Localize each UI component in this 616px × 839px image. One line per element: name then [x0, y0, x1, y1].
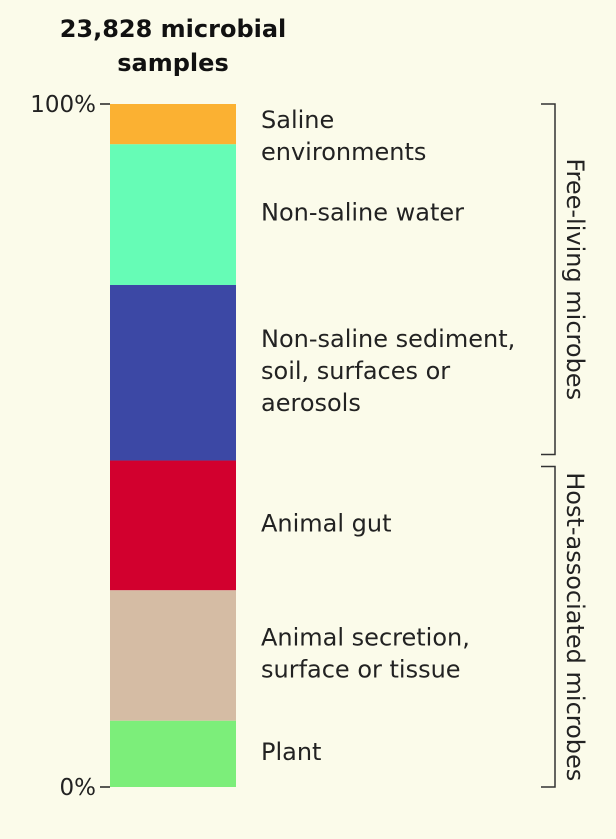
segment-label-animal-gut: Animal gut — [261, 509, 392, 537]
group-brackets: Free-living microbes Host-associated micr… — [541, 103, 589, 788]
segment-labels: Saline environments Non-saline water Non-sa… — [261, 106, 515, 766]
segment-label-line: aerosols — [261, 389, 361, 417]
segment-label-plant: Plant — [261, 738, 321, 766]
y-axis-label-0: 0% — [60, 775, 97, 801]
segment-label-non-saline-water: Non-saline water — [261, 199, 464, 227]
segment-label-line: Animal gut — [261, 509, 392, 537]
bar-segment-non-saline-sediment-soil-surfaces-or-aerosols — [110, 284, 236, 461]
bar-segment-animal-gut — [110, 460, 236, 591]
group-bracket-free-living-microbes — [541, 103, 556, 456]
segment-label-line: surface or tissue — [261, 656, 461, 684]
segment-label-line: Saline — [261, 106, 334, 134]
segment-label-animal-secretion-surface-or-tissue: Animal secretion, surface or tissue — [261, 624, 470, 684]
segment-label-line: Non-saline sediment, — [261, 325, 515, 353]
group-bracket-host-associated-microbes — [541, 465, 556, 788]
group-label-free-living-microbes: Free-living microbes — [561, 158, 589, 400]
bar-segment-plant — [110, 720, 236, 787]
bar-segment-animal-secretion-surface-or-tissue — [110, 590, 236, 721]
y-axis-label-100: 100% — [30, 92, 96, 118]
segment-label-saline-environments: Saline environments — [261, 106, 426, 166]
segment-label-line: environments — [261, 138, 426, 166]
segment-label-line: Plant — [261, 738, 321, 766]
segment-label-line: soil, surfaces or — [261, 357, 450, 385]
bar-segments — [110, 104, 236, 787]
bar-segment-non-saline-water — [110, 144, 236, 285]
bar-segment-saline-environments — [110, 104, 236, 145]
segment-label-line: Non-saline water — [261, 199, 464, 227]
segment-label-line: Animal secretion, — [261, 624, 470, 652]
chart-title-line-1: 23,828 microbial — [60, 15, 287, 43]
group-label-host-associated-microbes: Host-associated microbes — [561, 472, 589, 781]
chart-title-line-2: samples — [117, 49, 228, 77]
segment-label-non-saline-sediment-soil-surfaces-or-aerosols: Non-saline sediment, soil, surfaces or aer… — [261, 325, 515, 417]
